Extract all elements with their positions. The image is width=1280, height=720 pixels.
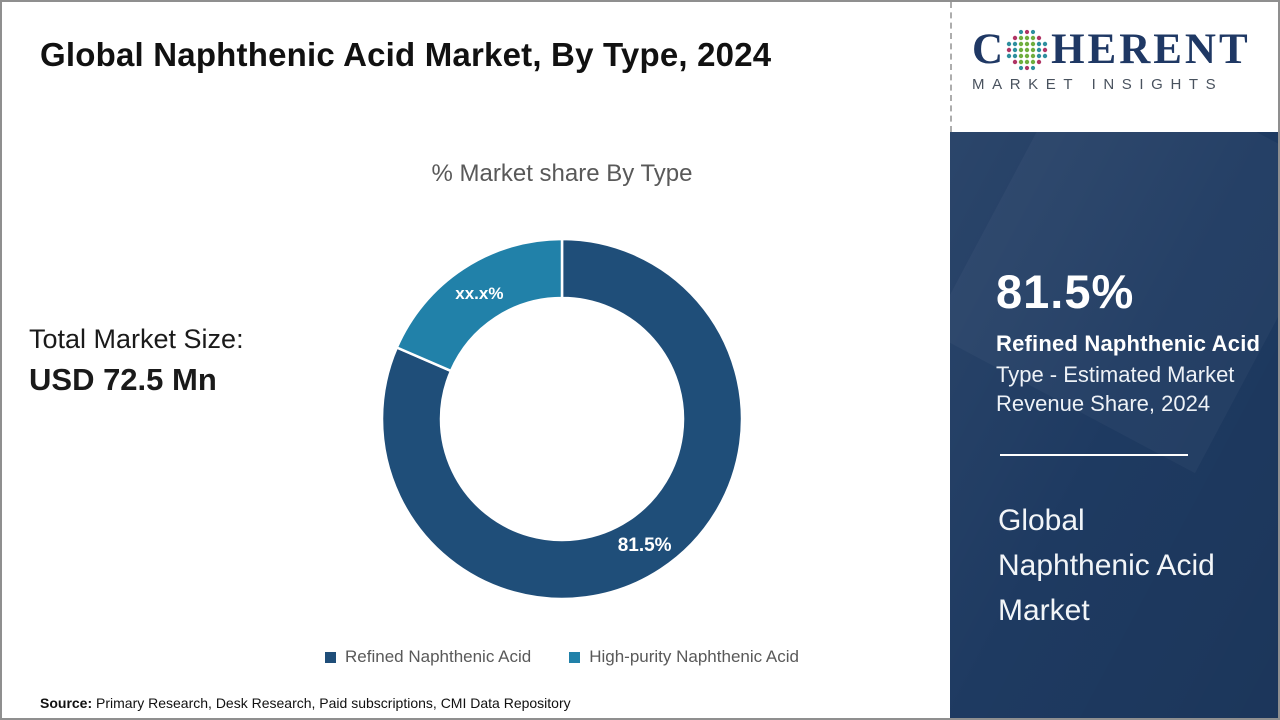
- logo-letters-herent: HERENT: [1051, 25, 1251, 73]
- total-market-size-value: USD 72.5 Mn: [29, 362, 217, 397]
- logo-subtitle: MARKET INSIGHTS: [972, 76, 1224, 93]
- total-market-size-label: Total Market Size:: [29, 324, 244, 354]
- coherent-globe-icon: [1006, 29, 1048, 71]
- legend-swatch-icon: [325, 651, 337, 663]
- source-text: Primary Research, Desk Research, Paid su…: [96, 695, 571, 711]
- chart-legend: Refined Naphthenic Acid High-purity Napht…: [242, 647, 882, 667]
- stat-description: Type - Estimated Market Revenue Share, 2…: [996, 362, 1235, 416]
- donut-slice-label-1: xx.x%: [455, 284, 503, 303]
- sidebar-divider: [1000, 454, 1188, 456]
- donut-slice-label-0: 81.5%: [618, 535, 672, 556]
- legend-label: Refined Naphthenic Acid: [345, 647, 532, 666]
- legend-label: High-purity Naphthenic Acid: [589, 647, 799, 666]
- donut-chart: 81.5% xx.x%: [380, 237, 744, 601]
- stat-value: 81.5%: [996, 265, 1135, 318]
- chart-title: % Market share By Type: [431, 160, 693, 187]
- donut-slice-1: [395, 237, 564, 373]
- donut-slice-0: [380, 237, 744, 601]
- brand-logo: C HERENT: [972, 25, 1278, 73]
- stat-name: Refined Naphthenic Acid: [996, 331, 1261, 356]
- source-note: Source: Primary Research, Desk Research,…: [40, 695, 571, 711]
- legend-item-0: Refined Naphthenic Acid: [325, 647, 531, 667]
- sidebar-stat: 81.5% Refined Naphthenic Acid Type - Est…: [996, 264, 1260, 418]
- donut-chart-svg: 81.5% xx.x%: [380, 237, 744, 601]
- legend-swatch-icon: [569, 651, 581, 663]
- sidebar-market-name: Global Naphthenic Acid Market: [998, 504, 1215, 627]
- total-market-size: Total Market Size: USD 72.5 Mn: [29, 324, 244, 398]
- legend-item-1: High-purity Naphthenic Acid: [569, 647, 799, 667]
- sidebar: 81.5% Refined Naphthenic Acid Type - Est…: [950, 132, 1278, 718]
- logo-letter-c: C: [972, 25, 1004, 73]
- logo-panel: C HERENT MARKET INSIGHTS: [950, 2, 1278, 132]
- page-title: Global Naphthenic Acid Market, By Type, …: [40, 36, 772, 73]
- source-label: Source:: [40, 695, 93, 711]
